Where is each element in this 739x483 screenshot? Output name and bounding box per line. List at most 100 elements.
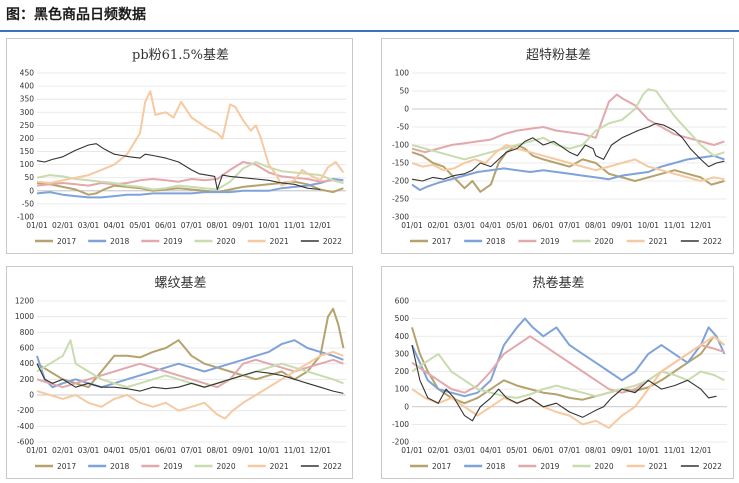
chart-rebar-y-tick-label: 400 xyxy=(20,359,35,368)
chart-hrc-legend-label-2020: 2020 xyxy=(595,462,614,471)
chart-pb-x-tick-label: 07/01 xyxy=(181,221,203,230)
chart-pb-x-tick-label: 04/01 xyxy=(103,221,125,230)
chart-rebar-x-tick-label: 03/01 xyxy=(78,446,100,455)
chart-hrc-y-tick-label: 300 xyxy=(395,349,410,358)
chart-hrc-x-tick-label: 03/01 xyxy=(454,446,476,455)
chart-hrc-x-tick-label: 01/01 xyxy=(401,446,423,455)
chart-super-special-x-tick-label: 05/01 xyxy=(506,221,528,230)
chart-hrc-legend-label-2017: 2017 xyxy=(432,462,451,471)
chart-pb-legend-label-2017: 2017 xyxy=(57,237,76,246)
chart-rebar-legend-label-2021: 2021 xyxy=(270,462,289,471)
chart-rebar-series-2021 xyxy=(36,350,344,420)
chart-pb-x-tick-label: 02/01 xyxy=(52,221,74,230)
chart-pb-y-tick-label: 200 xyxy=(20,134,35,143)
chart-super-special-y-tick-label: -200 xyxy=(392,177,409,186)
chart-super-special-x-tick-label: 09/01 xyxy=(611,221,633,230)
chart-rebar-series-2020 xyxy=(36,339,344,389)
chart-hrc-legend-label-2018: 2018 xyxy=(486,462,505,471)
chart-super-special-legend-label-2020: 2020 xyxy=(595,237,614,246)
chart-pb-x-tick-label: 03/01 xyxy=(78,221,100,230)
chart-rebar-x-tick-label: 06/01 xyxy=(155,446,177,455)
chart-pb-x-tick-label: 05/01 xyxy=(129,221,151,230)
chart-super-special-x-tick-label: 03/01 xyxy=(454,221,476,230)
chart-super-special-y-tick-label: -50 xyxy=(397,123,409,132)
chart-super-special-series-2021 xyxy=(411,144,725,182)
chart-hrc-series-2022 xyxy=(411,344,717,422)
chart-hrc-legend-label-2021: 2021 xyxy=(649,462,668,471)
chart-panel-super-special: 超特粉基差 -300 -250 -200 -150 -100 -50 0 50 100 01/01 0… xyxy=(381,38,734,254)
header-rule xyxy=(0,30,739,32)
chart-hrc-y-tick-label: -100 xyxy=(392,420,409,429)
chart-hrc-legend-label-2022: 2022 xyxy=(703,462,722,471)
chart-pb-y-tick-label: 400 xyxy=(20,82,35,91)
chart-rebar-legend-label-2018: 2018 xyxy=(110,462,129,471)
chart-super-special: 超特粉基差 -300 -250 -200 -150 -100 -50 0 50 100 01/01 0… xyxy=(392,48,727,246)
chart-rebar-x-tick-label: 09/01 xyxy=(232,446,254,455)
chart-hrc-series-2021 xyxy=(411,335,726,429)
chart-hrc-y-tick-label: 400 xyxy=(395,332,410,341)
chart-hrc-y-tick-label: 600 xyxy=(395,297,410,306)
chart-hrc-x-tick-label: 07/01 xyxy=(559,446,581,455)
chart-hrc-x-tick-label: 12/01 xyxy=(690,446,712,455)
chart-hrc-title: 热卷基差 xyxy=(532,275,584,291)
chart-super-special-x-tick-label: 01/01 xyxy=(401,221,423,230)
chart-super-special-series-2018 xyxy=(411,154,725,191)
chart-rebar-x-tick-label: 07/01 xyxy=(181,446,203,455)
chart-rebar-x-tick-label: 04/01 xyxy=(103,446,125,455)
chart-rebar-y-tick-label: -400 xyxy=(17,422,34,431)
chart-pb-series-2021 xyxy=(36,90,345,187)
chart-super-special-y-tick-label: -100 xyxy=(392,141,409,150)
chart-hrc-y-tick-label: 200 xyxy=(395,367,410,376)
chart-pb-series-2018 xyxy=(36,178,344,199)
chart-rebar-title: 螺纹基差 xyxy=(154,276,206,291)
chart-rebar-y-tick-label: 800 xyxy=(20,328,35,337)
chart-pb-series-2019 xyxy=(36,161,344,187)
chart-super-special-y-tick-label: 100 xyxy=(395,69,410,78)
chart-super-special-x-tick-label: 04/01 xyxy=(480,221,502,230)
chart-super-special-y-tick-label: -150 xyxy=(392,159,409,168)
chart-rebar-x-tick-label: 02/01 xyxy=(52,446,74,455)
chart-hrc-x-tick-label: 02/01 xyxy=(427,446,449,455)
chart-super-special-legend-label-2017: 2017 xyxy=(432,237,451,246)
chart-rebar-x-tick-label: 10/01 xyxy=(258,446,280,455)
chart-rebar-y-tick-label: 200 xyxy=(20,375,35,384)
chart-hrc-x-tick-label: 08/01 xyxy=(585,446,607,455)
chart-pb-x-tick-label: 06/01 xyxy=(155,221,177,230)
chart-pb-y-tick-label: -100 xyxy=(17,213,34,222)
chart-rebar-x-tick-label: 12/01 xyxy=(309,446,331,455)
chart-super-special-y-tick-label: 50 xyxy=(399,87,409,96)
chart-hrc-series-2020 xyxy=(411,352,725,399)
chart-rebar-y-tick-label: -200 xyxy=(17,406,34,415)
chart-pb-x-tick-label: 12/01 xyxy=(309,221,331,230)
chart-pb: pb粉61.5%基差 -100 -50 0 50 100 150 200 250 300 350 40… xyxy=(17,48,346,246)
chart-rebar-series-2022 xyxy=(36,363,344,394)
chart-pb-legend-label-2020: 2020 xyxy=(217,237,236,246)
chart-hrc-x-tick-label: 10/01 xyxy=(637,446,659,455)
chart-panel-rebar: 螺纹基差 -600 -400 -200 0 200 400 600 800 1000 1200 01/… xyxy=(6,266,353,479)
chart-rebar-x-tick-label: 05/01 xyxy=(129,446,151,455)
chart-pb-x-tick-label: 11/01 xyxy=(284,221,306,230)
chart-super-special-title: 超特粉基差 xyxy=(526,48,591,63)
chart-super-special-x-tick-label: 02/01 xyxy=(427,221,449,230)
chart-rebar-y-tick-label: 0 xyxy=(29,391,34,400)
chart-super-special-y-tick-label: 0 xyxy=(404,105,409,114)
chart-pb-title: pb粉61.5%基差 xyxy=(132,48,229,63)
chart-rebar-series-2017 xyxy=(36,307,345,389)
chart-super-special-series-2022 xyxy=(411,122,725,182)
chart-super-special-x-tick-label: 12/01 xyxy=(690,221,712,230)
chart-hrc: 热卷基差 -200 -100 0 100 200 300 400 500 600 01/01 02/0… xyxy=(392,275,727,471)
chart-rebar-y-tick-label: 600 xyxy=(20,344,35,353)
chart-super-special-x-tick-label: 07/01 xyxy=(559,221,581,230)
chart-rebar-y-tick-label: 1000 xyxy=(15,312,34,321)
chart-pb-legend-label-2022: 2022 xyxy=(323,237,342,246)
chart-pb-legend-label-2019: 2019 xyxy=(163,237,182,246)
chart-super-special-x-tick-label: 11/01 xyxy=(664,221,686,230)
chart-pb-x-tick-label: 10/01 xyxy=(258,221,280,230)
page-title: 图：黑色商品日频数据 xyxy=(6,7,146,23)
chart-rebar-legend-label-2020: 2020 xyxy=(217,462,236,471)
chart-hrc-legend-label-2019: 2019 xyxy=(540,462,559,471)
chart-super-special-x-tick-label: 08/01 xyxy=(585,221,607,230)
chart-super-special-series-2020 xyxy=(411,88,725,161)
chart-pb-series-2022 xyxy=(36,143,321,191)
chart-rebar-x-tick-label: 08/01 xyxy=(206,446,228,455)
